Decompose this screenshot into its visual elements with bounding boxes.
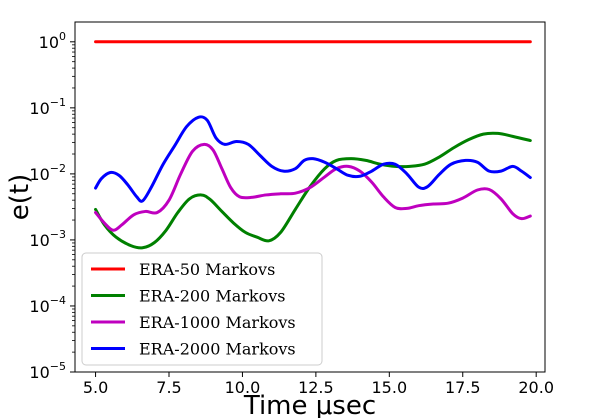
series-line-3	[94, 142, 532, 232]
x-tick-label: 10.0	[225, 378, 261, 397]
legend-box	[81, 252, 323, 366]
y-tick-label: 10−5	[29, 360, 66, 382]
y-tick-label: 10−4	[29, 294, 66, 316]
y-axis-title: e(t)	[5, 174, 35, 220]
x-tick-label: 12.5	[298, 378, 334, 397]
legend-label: ERA-2000 Markovs	[139, 340, 296, 359]
legend-label: ERA-1000 Markovs	[139, 313, 296, 332]
series-line-2	[94, 131, 532, 250]
x-tick-label: 20.0	[518, 378, 554, 397]
y-tick-label: 10−1	[29, 96, 66, 118]
plot-frame	[74, 21, 546, 373]
x-tick-label: 5.0	[83, 378, 108, 397]
x-tick-label: 15.0	[372, 378, 408, 397]
plot-lines	[94, 40, 532, 250]
x-axis-title: Time μsec	[243, 391, 376, 418]
y-tick-label: 10−2	[29, 162, 66, 184]
y-tick-label: 10−3	[29, 228, 66, 250]
x-tick-label: 7.5	[156, 378, 181, 397]
legend-label: ERA-200 Markovs	[139, 287, 285, 306]
series-line-4	[94, 115, 532, 203]
x-tick-label: 17.5	[445, 378, 481, 397]
y-tick-label: 100	[39, 30, 66, 52]
y-axis-ticks: 100 10−1 10−2 10−3 10−4 10−5	[29, 30, 75, 382]
x-axis-ticks: 5.0 7.5 10.0 12.5 15.0 17.5 20.0	[83, 372, 554, 397]
legend: ERA-50 Markovs ERA-200 Markovs ERA-1000 Ma…	[81, 252, 323, 366]
legend-label: ERA-50 Markovs	[139, 260, 275, 279]
